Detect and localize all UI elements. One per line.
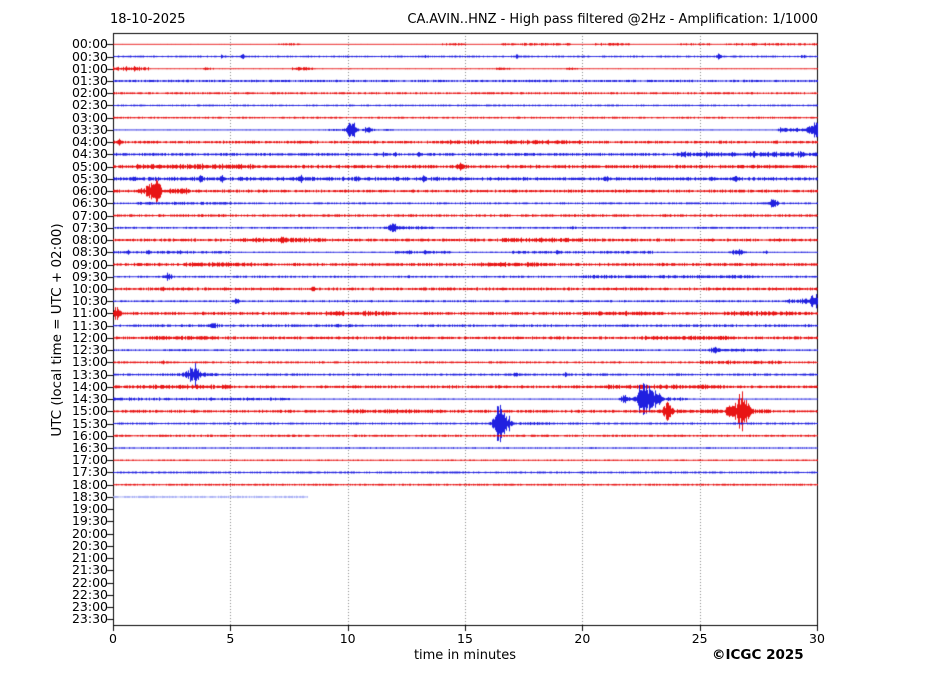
y-tick-label: 11:30	[71, 317, 108, 333]
y-tick-label: 21:30	[71, 562, 108, 578]
y-tick-label: 10:30	[71, 293, 108, 309]
y-tick-label: 16:00	[71, 427, 108, 443]
y-tick-label: 15:00	[71, 403, 108, 419]
y-tick-label: 17:30	[71, 464, 108, 480]
y-tick-label: 01:00	[71, 60, 108, 76]
y-tick-label: 19:00	[71, 501, 108, 517]
y-tick-label: 10:00	[71, 280, 108, 296]
y-tick-label: 20:30	[71, 537, 108, 553]
y-tick-label: 12:30	[71, 342, 108, 358]
y-tick-label: 04:00	[71, 134, 108, 150]
y-tick-label: 13:30	[71, 366, 108, 382]
y-tick-label: 08:00	[71, 232, 108, 248]
x-tick-label: 25	[691, 631, 708, 646]
y-tick-label: 07:00	[71, 207, 108, 223]
x-axis-label: time in minutes	[413, 648, 517, 663]
plot-title: CA.AVIN..HNZ - High pass filtered @2Hz -…	[407, 12, 818, 27]
y-tick-label: 23:00	[71, 599, 108, 615]
y-tick-label: 03:30	[71, 121, 108, 137]
x-tick-label: 15	[457, 631, 473, 646]
y-tick-label: 14:00	[71, 378, 108, 394]
y-tick-label: 02:30	[71, 97, 108, 113]
y-tick-label: 22:30	[71, 586, 108, 602]
y-tick-label: 19:30	[71, 513, 108, 529]
y-tick-label: 08:30	[71, 244, 108, 260]
y-tick-label: 03:00	[71, 109, 108, 125]
y-tick-label: 02:00	[71, 85, 108, 101]
x-tick-label: 30	[809, 631, 825, 646]
x-tick-label: 20	[574, 631, 591, 646]
y-tick-label: 20:00	[71, 525, 108, 541]
y-tick-label: 22:00	[71, 574, 108, 590]
y-tick-label: 17:00	[71, 452, 108, 468]
y-tick-label: 07:30	[71, 219, 108, 235]
y-tick-label: 11:00	[71, 305, 108, 321]
y-tick-label: 09:00	[71, 256, 108, 272]
y-tick-label: 06:00	[71, 183, 108, 199]
y-tick-label: 05:30	[71, 170, 108, 186]
plot-date: 18-10-2025	[110, 12, 186, 27]
y-tick-label: 23:30	[71, 611, 108, 627]
y-tick-label: 21:00	[71, 550, 108, 566]
x-tick-label: 5	[226, 631, 235, 646]
y-tick-label: 18:30	[71, 488, 108, 504]
y-tick-label: 06:30	[71, 195, 108, 211]
copyright-text: ©ICGC 2025	[712, 647, 804, 663]
y-tick-label: 00:30	[71, 48, 108, 64]
x-tick-label: 0	[109, 631, 117, 646]
y-tick-label: 14:30	[71, 391, 108, 407]
y-tick-label: 13:00	[71, 354, 108, 370]
x-tick-label: 10	[339, 631, 356, 646]
y-tick-label: 04:30	[71, 146, 108, 162]
y-tick-label: 01:30	[71, 73, 108, 88]
y-tick-label: 09:30	[71, 268, 108, 284]
y-tick-label: 05:00	[71, 158, 108, 174]
y-tick-label: 00:00	[71, 36, 108, 52]
y-tick-label: 12:00	[71, 329, 108, 345]
y-tick-label: 18:00	[71, 476, 108, 492]
y-tick-label: 16:30	[71, 440, 108, 456]
y-tick-label: 15:30	[71, 415, 108, 431]
